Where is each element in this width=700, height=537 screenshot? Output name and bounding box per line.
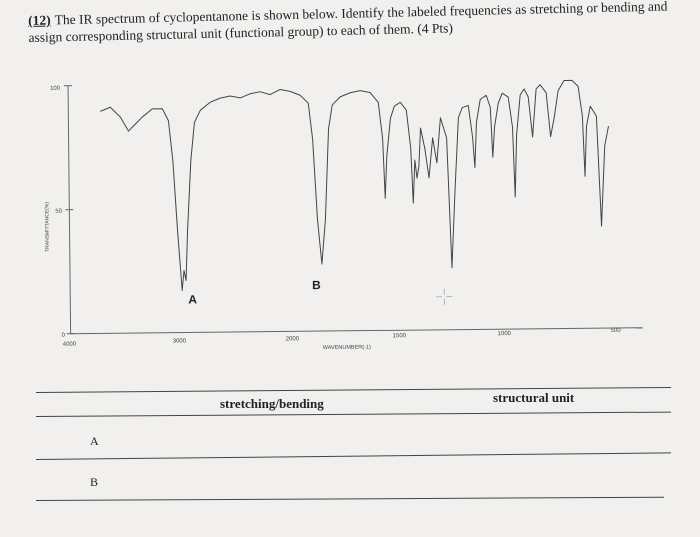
column-header-structural-unit: structural unit [493,390,575,405]
x-tick-label: 4000 [63,342,77,348]
ir-spectrum: 100 50 0 TRANSMITTANCE(%) 4000 3000 2000… [40,75,673,362]
y-tick-label: 50 [55,209,62,215]
table-row-b-line [36,496,664,501]
y-axis-label: TRANSMITTANCE(%) [44,202,51,252]
table-row-label-a: A [90,434,99,448]
question-number: (12) [28,12,51,28]
peak-label-a: A [188,292,197,306]
table-row-label-b: B [90,475,99,489]
x-tick-label: 3000 [173,338,187,344]
table-top-line [36,387,671,393]
ir-spectrum-plot: 100 50 0 TRANSMITTANCE(%) 4000 3000 2000… [44,79,643,352]
table-row-a-line [36,452,671,460]
spectrum-trace [100,79,609,292]
x-tick-label: 1500 [393,333,407,339]
x-tick-label: 1000 [498,331,512,337]
column-header-stretching-bending: stretching/bending [220,396,324,411]
x-tick-label: 500 [611,328,622,334]
x-axis-label: WAVENUMBER(-1) [323,345,371,352]
table-header-line [36,411,671,417]
y-tick-label: 0 [62,333,66,339]
x-tick-label: 2000 [286,336,300,342]
x-axis [70,327,643,335]
cursor-crosshair-icon [436,288,453,305]
y-tick-label: 100 [50,86,61,92]
question-text: (12) The IR spectrum of cyclopentanone is… [28,0,679,46]
question-body: The IR spectrum of cyclopentanone is sho… [28,0,668,45]
peak-label-b: B [312,278,321,292]
